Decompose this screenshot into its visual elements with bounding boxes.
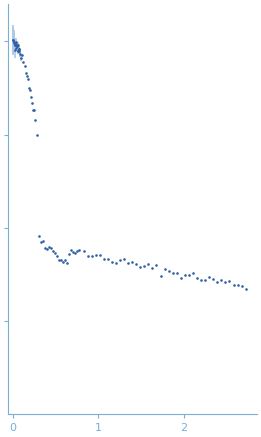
Point <box>187 271 191 278</box>
Point <box>122 256 126 263</box>
Point <box>33 116 37 123</box>
Point <box>191 269 195 276</box>
Point <box>98 251 102 258</box>
Point <box>11 37 15 44</box>
Point <box>45 245 49 252</box>
Point <box>12 40 16 47</box>
Point <box>13 41 17 48</box>
Point <box>29 94 33 101</box>
Point <box>17 48 21 55</box>
Point <box>235 282 240 289</box>
Point <box>207 274 211 281</box>
Point <box>32 107 36 114</box>
Point <box>240 283 244 290</box>
Point <box>23 70 28 77</box>
Point <box>158 272 163 279</box>
Point <box>59 257 63 264</box>
Point <box>203 276 207 283</box>
Point <box>15 43 19 50</box>
Point <box>25 73 29 80</box>
Point <box>63 257 67 264</box>
Point <box>27 84 31 91</box>
Point <box>13 41 17 48</box>
Point <box>155 262 159 269</box>
Point <box>163 265 167 272</box>
Point <box>61 258 65 265</box>
Point <box>179 275 183 282</box>
Point <box>49 244 53 251</box>
Point <box>90 253 94 260</box>
Point <box>14 38 19 45</box>
Point <box>211 276 215 283</box>
Point <box>102 256 106 263</box>
Point <box>146 260 151 267</box>
Point <box>55 252 59 259</box>
Point <box>171 269 175 276</box>
Point <box>15 42 19 49</box>
Point <box>94 252 98 259</box>
Point <box>85 253 90 260</box>
Point <box>11 36 15 43</box>
Point <box>16 48 20 55</box>
Point <box>142 262 146 269</box>
Point <box>183 272 187 279</box>
Point <box>28 86 32 93</box>
Point <box>17 45 22 52</box>
Point <box>167 268 171 275</box>
Point <box>26 76 30 83</box>
Point <box>15 42 20 49</box>
Point <box>67 250 71 257</box>
Point <box>219 277 223 284</box>
Point <box>47 243 51 250</box>
Point <box>134 260 138 267</box>
Point <box>126 260 130 267</box>
Point <box>138 264 142 271</box>
Point <box>215 278 220 285</box>
Point <box>12 38 16 45</box>
Point <box>16 47 20 54</box>
Point <box>39 239 43 246</box>
Point <box>150 265 155 272</box>
Point <box>53 250 57 257</box>
Point <box>110 259 114 266</box>
Point <box>17 46 21 53</box>
Point <box>65 260 69 267</box>
Point <box>21 59 26 66</box>
Point <box>77 247 81 254</box>
Point <box>31 106 35 113</box>
Point <box>130 258 134 265</box>
Point <box>227 277 232 284</box>
Point <box>57 257 61 264</box>
Point <box>175 269 179 276</box>
Point <box>14 44 18 51</box>
Point <box>22 62 27 69</box>
Point <box>18 50 22 57</box>
Point <box>244 286 248 293</box>
Point <box>35 132 39 139</box>
Point <box>73 250 77 257</box>
Point <box>71 248 75 255</box>
Point <box>75 247 79 254</box>
Point <box>43 244 47 251</box>
Point <box>195 274 199 281</box>
Point <box>41 238 45 245</box>
Point <box>37 232 41 239</box>
Point <box>199 276 203 283</box>
Point <box>14 41 18 48</box>
Point <box>114 260 118 267</box>
Point <box>232 282 236 289</box>
Point <box>30 99 34 106</box>
Point <box>69 246 73 253</box>
Point <box>106 256 110 263</box>
Point <box>20 52 25 59</box>
Point <box>13 46 17 53</box>
Point <box>223 279 228 286</box>
Point <box>118 256 122 263</box>
Point <box>19 55 23 62</box>
Point <box>81 248 86 255</box>
Point <box>51 247 55 254</box>
